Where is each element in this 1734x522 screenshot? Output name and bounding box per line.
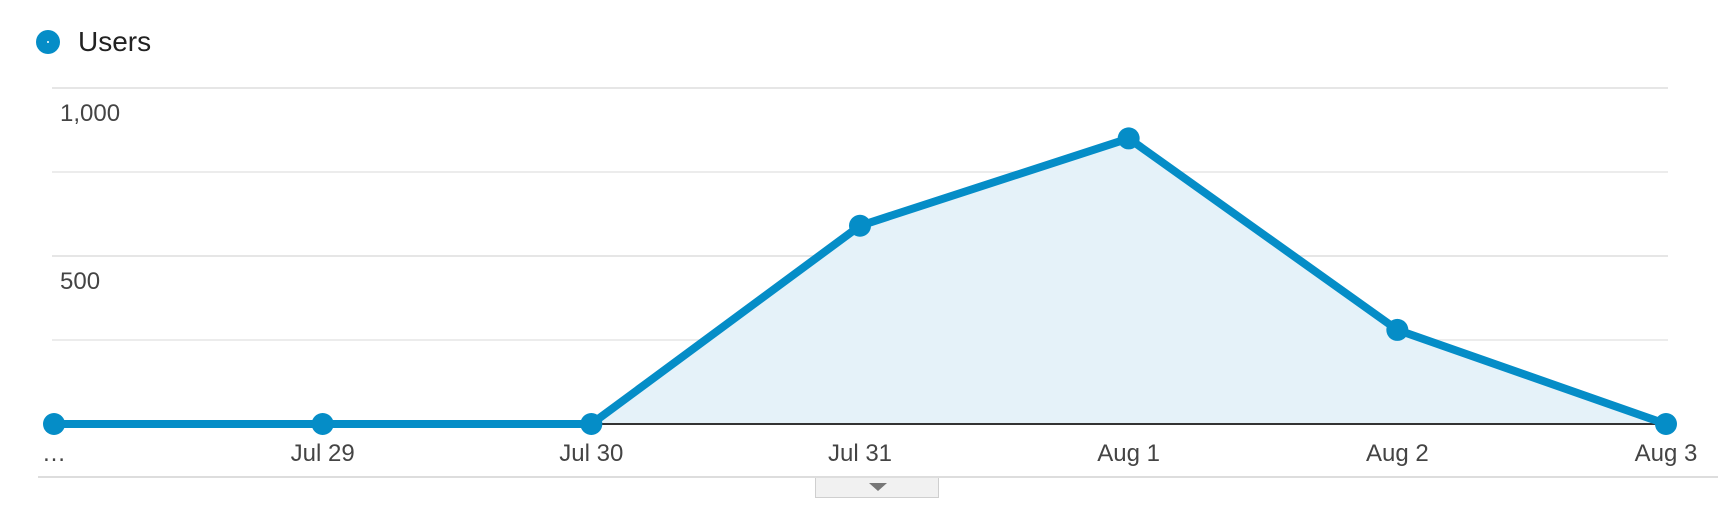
- y-tick-label: 1,000: [60, 100, 120, 127]
- data-point: [311, 413, 334, 435]
- chevron-down-icon: [869, 483, 887, 491]
- data-point: [1655, 413, 1677, 435]
- x-tick-label: …: [42, 440, 66, 467]
- x-tick-label: Aug 2: [1366, 440, 1429, 467]
- y-tick-label: 500: [60, 268, 100, 295]
- data-point: [1386, 318, 1409, 341]
- x-tick-label: Aug 3: [1635, 440, 1698, 467]
- data-point: [1117, 127, 1140, 150]
- data-point: [580, 413, 603, 435]
- data-point: [43, 413, 65, 435]
- series-area-fill: [54, 138, 1666, 424]
- legend-label-users: Users: [78, 26, 152, 57]
- chart-legend: Users: [36, 26, 151, 58]
- expand-chart-toggle[interactable]: [815, 478, 939, 498]
- x-tick-label: Jul 30: [559, 440, 623, 467]
- x-tick-label: Aug 1: [1097, 440, 1160, 467]
- data-point: [849, 214, 871, 237]
- x-tick-label: Jul 31: [828, 440, 892, 467]
- chart-divider: [38, 476, 1718, 478]
- x-tick-label: Jul 29: [291, 440, 355, 467]
- circle-marker-icon: [36, 30, 60, 54]
